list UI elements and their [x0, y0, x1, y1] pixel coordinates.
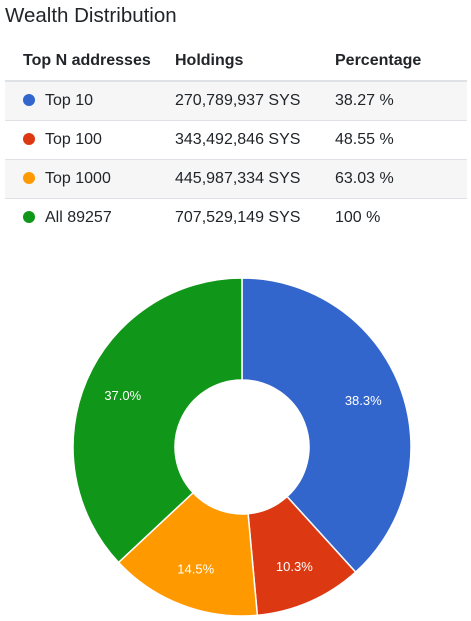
row-percentage: 100 % — [335, 198, 467, 237]
row-label: Top 1000 — [45, 170, 111, 187]
legend-dot-icon — [23, 172, 35, 184]
row-holdings: 270,789,937 SYS — [175, 81, 335, 121]
pie-slice — [72, 277, 243, 564]
row-holdings: 445,987,334 SYS — [175, 159, 335, 199]
table-row: Top 1000 445,987,334 SYS 63.03 % — [5, 159, 467, 199]
legend-dot-icon — [23, 211, 35, 223]
column-header-holdings: Holdings — [175, 42, 335, 82]
row-label: All 89257 — [45, 209, 112, 226]
wealth-distribution-table: Top N addresses Holdings Percentage Top … — [5, 42, 467, 237]
slice-label: 38.3% — [345, 393, 382, 408]
legend-dot-icon — [23, 94, 35, 106]
table-row: Top 10 270,789,937 SYS 38.27 % — [5, 81, 467, 121]
column-header-percentage: Percentage — [335, 42, 467, 82]
row-percentage: 63.03 % — [335, 159, 467, 199]
row-label: Top 100 — [45, 131, 102, 148]
page-title: Wealth Distribution — [5, 4, 177, 27]
legend-dot-icon — [23, 133, 35, 145]
row-percentage: 48.55 % — [335, 120, 467, 160]
row-percentage: 38.27 % — [335, 81, 467, 121]
slice-label: 37.0% — [104, 388, 141, 403]
row-holdings: 343,492,846 SYS — [175, 120, 335, 160]
row-holdings: 707,529,149 SYS — [175, 198, 335, 237]
slice-label: 14.5% — [177, 561, 214, 576]
slice-label: 10.3% — [276, 559, 313, 574]
row-label: Top 10 — [45, 92, 94, 109]
pie-slice — [241, 277, 412, 574]
table-row: All 89257 707,529,149 SYS 100 % — [5, 198, 467, 237]
column-header-top-n: Top N addresses — [5, 42, 175, 82]
table-header-row: Top N addresses Holdings Percentage — [5, 42, 467, 82]
pie-slice — [117, 491, 259, 617]
table-row: Top 100 343,492,846 SYS 48.55 % — [5, 120, 467, 160]
wealth-donut-chart: 38.3% 10.3% 14.5% 37.0% — [72, 277, 412, 617]
